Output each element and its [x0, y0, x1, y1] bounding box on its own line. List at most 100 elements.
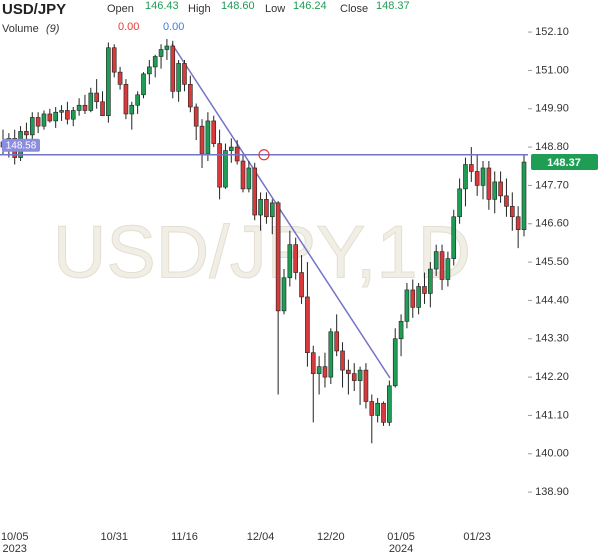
candle-body: [387, 385, 392, 423]
y-tick-label: 143.30: [535, 333, 569, 345]
candle-body: [211, 120, 217, 144]
hline-label: 148.58: [6, 140, 37, 151]
x-year-label: 2023: [2, 543, 26, 555]
candle-body: [76, 104, 82, 111]
candle-body: [82, 104, 88, 111]
line-handle: [258, 149, 270, 161]
candle-body: [123, 84, 129, 115]
candle-body: [328, 331, 334, 378]
candle-body: [486, 167, 492, 200]
candle-body: [65, 110, 70, 120]
candle-body: [428, 268, 433, 294]
candle-body: [287, 244, 293, 279]
candle-body: [410, 289, 416, 308]
y-tick-label: 148.80: [535, 141, 569, 153]
candle-body: [515, 216, 521, 230]
high-value: 148.60: [221, 0, 255, 12]
candle-body: [176, 63, 181, 92]
candle-body: [480, 167, 486, 186]
x-tick-label: 12/20: [317, 531, 345, 543]
candle-body: [53, 111, 58, 122]
candle-body: [258, 199, 263, 216]
y-tick-label: 142.20: [535, 371, 569, 383]
candle-body: [346, 369, 351, 374]
candle-body: [392, 338, 398, 387]
candle-body: [152, 56, 158, 68]
y-tick-label: 138.90: [535, 486, 569, 498]
y-tick-label: 149.90: [535, 103, 569, 115]
open-value: 146.43: [145, 0, 179, 12]
candle-body: [264, 199, 269, 218]
volume-value: 0.00: [118, 21, 139, 33]
candle-body: [381, 402, 386, 423]
candle-body: [509, 206, 515, 218]
candle-body: [70, 110, 76, 120]
candle-body: [24, 131, 29, 136]
candle-body: [369, 401, 375, 416]
candle-body: [299, 272, 304, 298]
candle-body: [457, 188, 462, 218]
candle-body: [316, 366, 322, 374]
candle-body: [492, 181, 498, 200]
hline-label-box: [2, 138, 40, 152]
y-tick-label: 147.70: [535, 179, 569, 191]
candle-body: [281, 277, 287, 312]
candle-body: [310, 352, 316, 374]
close-name: Close: [340, 3, 368, 15]
low-name: Low: [265, 3, 285, 15]
candle-body: [164, 45, 170, 50]
candle-body: [275, 202, 281, 312]
candle-body: [498, 181, 503, 197]
y-tick-label: 144.40: [535, 294, 569, 306]
candle-body: [94, 92, 99, 103]
candle-body: [445, 258, 451, 280]
candle-body: [41, 113, 47, 127]
candle-body: [293, 244, 298, 273]
volume-value: 0.00: [163, 21, 184, 33]
candle-body: [129, 104, 135, 115]
candle-body: [229, 146, 234, 151]
candle-body: [363, 369, 369, 402]
candle-body: [47, 113, 53, 122]
candle-body: [322, 366, 328, 378]
price-box: [531, 154, 598, 171]
candle-body: [205, 120, 211, 155]
open-name: Open: [107, 3, 134, 15]
candle-body: [246, 167, 252, 190]
candle-body: [59, 110, 64, 113]
close-value: 148.37: [376, 0, 410, 12]
candle-body: [117, 71, 123, 85]
candle-body: [252, 167, 258, 216]
y-tick-label: 151.00: [535, 64, 569, 76]
candle-body: [199, 125, 205, 155]
candle-body: [158, 49, 164, 57]
x-tick-label: 12/04: [247, 531, 275, 543]
candle-body: [170, 45, 176, 92]
candle-body: [422, 286, 427, 294]
candle-body: [193, 106, 199, 127]
symbol-title: USD/JPY: [2, 1, 66, 18]
candle-body: [88, 92, 94, 111]
candle-body: [29, 117, 35, 136]
candle-body: [147, 66, 152, 75]
candle-body: [188, 84, 193, 108]
x-tick-label: 01/23: [463, 531, 491, 543]
candle-body: [269, 202, 275, 218]
trend-line: [171, 43, 391, 379]
price-label: 148.37: [547, 157, 581, 169]
y-tick-label: 140.00: [535, 448, 569, 460]
candle-body: [504, 195, 509, 207]
high-name: High: [188, 3, 211, 15]
volume-period: (9): [46, 23, 60, 35]
candle-body: [141, 73, 146, 96]
candle-body: [404, 289, 410, 322]
candle-body: [469, 164, 474, 172]
watermark: USD/JPY,1D: [53, 211, 471, 294]
candle-body: [240, 160, 246, 190]
x-tick-label: 11/16: [171, 531, 198, 543]
candle-body: [340, 350, 345, 371]
x-year-label: 2024: [389, 543, 413, 555]
x-tick-label: 10/05: [1, 531, 29, 543]
x-tick-label: 01/05: [387, 531, 415, 543]
